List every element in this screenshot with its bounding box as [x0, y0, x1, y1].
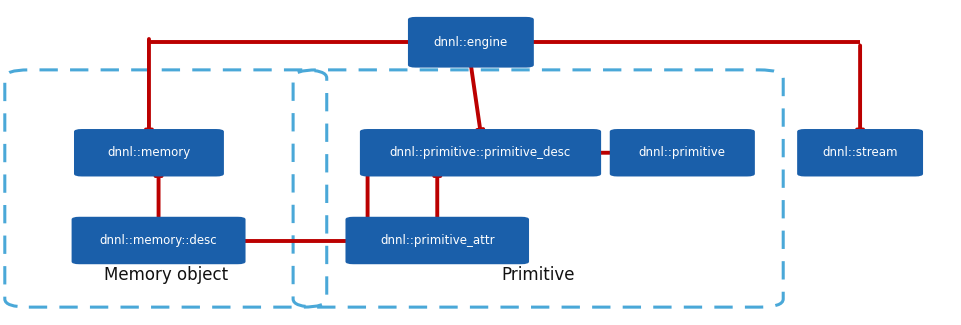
FancyBboxPatch shape — [74, 129, 224, 176]
Text: dnnl::memory::desc: dnnl::memory::desc — [100, 234, 217, 247]
Text: Primitive: Primitive — [502, 266, 575, 284]
FancyBboxPatch shape — [72, 217, 246, 264]
Text: dnnl::engine: dnnl::engine — [433, 36, 508, 49]
FancyBboxPatch shape — [610, 129, 755, 176]
Text: dnnl::memory: dnnl::memory — [108, 146, 190, 159]
Text: dnnl::primitive_attr: dnnl::primitive_attr — [380, 234, 495, 247]
Text: dnnl::stream: dnnl::stream — [823, 146, 898, 159]
Text: dnnl::primitive: dnnl::primitive — [639, 146, 726, 159]
Text: dnnl::primitive::primitive_desc: dnnl::primitive::primitive_desc — [390, 146, 571, 159]
FancyBboxPatch shape — [408, 17, 534, 68]
FancyBboxPatch shape — [346, 217, 529, 264]
FancyBboxPatch shape — [360, 129, 602, 176]
FancyBboxPatch shape — [798, 129, 924, 176]
Text: Memory object: Memory object — [104, 266, 228, 284]
